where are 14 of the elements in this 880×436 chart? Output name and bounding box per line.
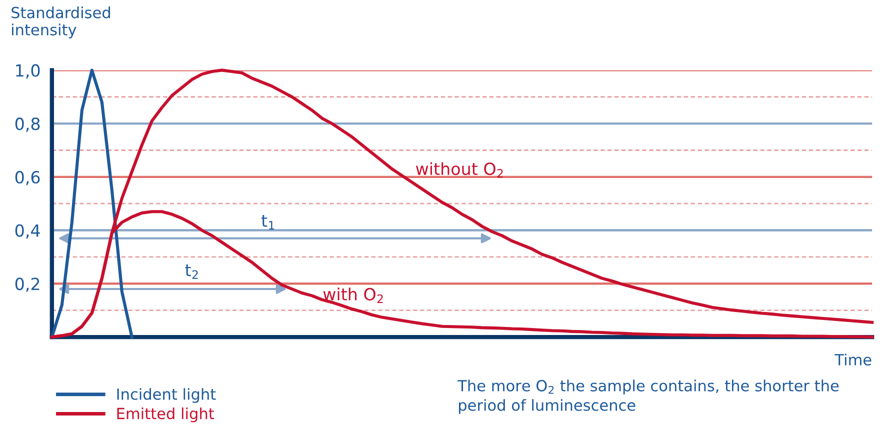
text: The more O$_{2}$ the sample contains, the shorter the period of luminescence bbox=[458, 380, 839, 414]
y-tick-label: 0,8 bbox=[15, 118, 40, 132]
x-axis-title: Time bbox=[834, 354, 872, 366]
annotation: t$_{1}$ bbox=[262, 215, 274, 230]
annotation: without O$_{2}$ bbox=[416, 162, 503, 178]
y-tick-label: 0,6 bbox=[15, 170, 40, 186]
legend-label: Incident light bbox=[117, 388, 216, 403]
y-tick-label: 0,4 bbox=[15, 224, 40, 239]
y-axis-title: Standardised intensity bbox=[12, 6, 110, 38]
annotation: t$_{2}$ bbox=[185, 264, 198, 279]
legend-label: Emitted light bbox=[117, 407, 214, 422]
y-tick-label: 1,0 bbox=[16, 64, 40, 78]
annotation: with O$_{2}$ bbox=[323, 288, 383, 303]
y-tick-label: 0,2 bbox=[15, 278, 40, 292]
